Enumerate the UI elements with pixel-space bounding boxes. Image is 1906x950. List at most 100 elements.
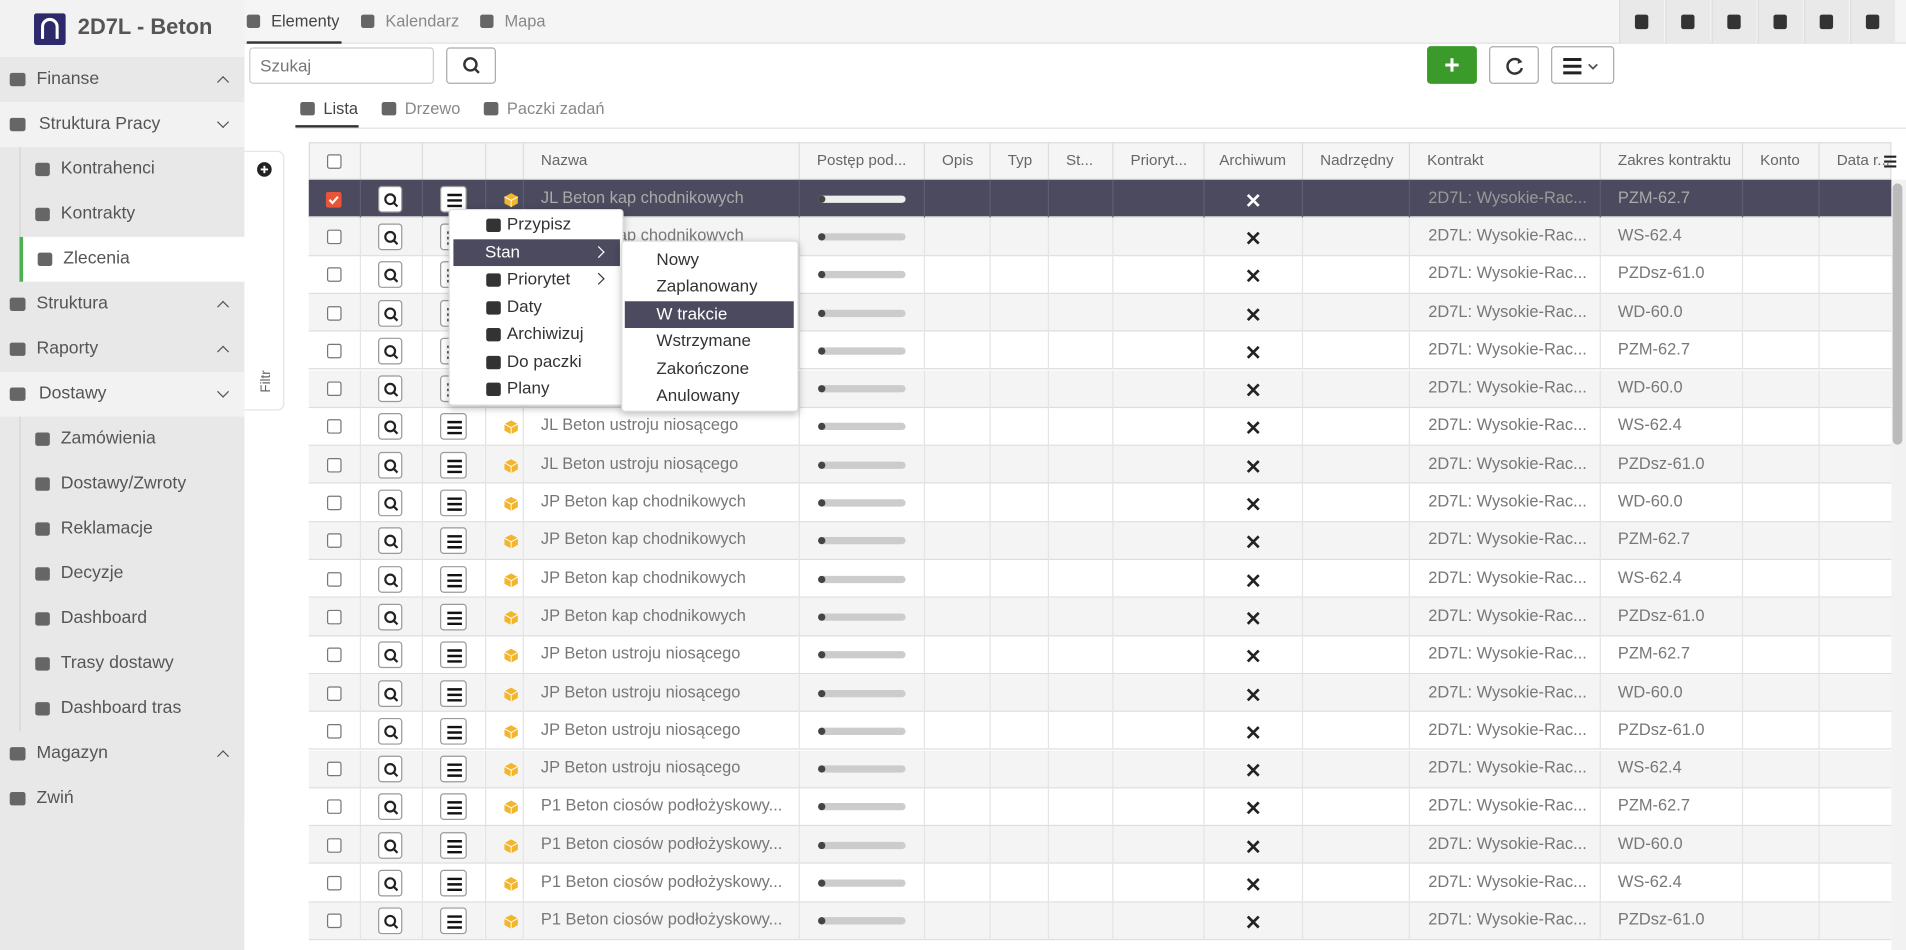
submenu-item[interactable]: Wstrzymane [656,330,751,351]
row-checkbox[interactable] [326,457,342,473]
table-row[interactable] [308,560,1892,599]
scrollbar-thumb[interactable] [1892,183,1903,445]
column-header[interactable]: Zakres kontraktu [1617,151,1732,169]
menu-item[interactable]: Priorytet [506,268,571,288]
menu-item[interactable]: Do paczki [506,350,582,370]
sidebar-subitem[interactable] [19,596,245,642]
row-checkbox[interactable] [326,267,342,283]
menu-item[interactable]: Archiwizuj [506,323,584,343]
add-button[interactable] [1427,46,1477,84]
cell-divider [1599,826,1601,865]
column-header[interactable]: Nazwa [540,151,588,169]
refresh-button[interactable] [1489,46,1539,84]
table-row[interactable] [308,902,1892,941]
row-checkbox[interactable] [326,761,342,777]
column-header[interactable]: Kontrakt [1427,151,1484,169]
row-range: WD-60.0 [1617,492,1683,511]
sidebar-item[interactable] [0,102,245,147]
menu-item[interactable]: Daty [506,295,542,316]
sidebar-subitem[interactable] [19,641,245,687]
submenu-item-active[interactable] [624,301,794,328]
row-checkbox[interactable] [326,609,342,625]
column-header[interactable]: Nadrzędny [1320,151,1394,169]
table-row[interactable] [308,483,1892,522]
top-tab[interactable]: Kalendarz [385,12,460,31]
sidebar-subitem[interactable] [19,416,245,462]
submenu-item[interactable]: Zakończone [656,357,750,378]
row-checkbox[interactable] [326,913,342,929]
menu-item-active[interactable] [453,239,620,267]
search-button[interactable] [446,47,496,84]
sidebar-subitem[interactable] [19,191,245,237]
table-row[interactable] [308,788,1892,827]
sidebar-item[interactable] [0,57,245,103]
table-row[interactable] [308,864,1892,903]
column-header[interactable]: Konto [1760,151,1800,169]
row-checkbox[interactable] [326,381,342,397]
table-row[interactable] [308,598,1892,637]
row-checkbox[interactable] [326,305,342,321]
sidebar-subitem[interactable] [19,146,245,192]
row-checkbox[interactable] [326,533,342,549]
submenu-item[interactable]: W trakcie [656,303,728,323]
top-tab[interactable]: Elementy [271,12,340,31]
table-row[interactable] [308,712,1892,751]
column-header[interactable]: Prioryt... [1130,151,1188,169]
cell-divider [1818,407,1820,446]
table-row[interactable] [308,826,1892,865]
table-row[interactable] [308,521,1892,561]
row-checkbox[interactable] [326,229,342,245]
table-row[interactable] [308,445,1892,484]
row-contract: 2D7L: Wysokie-Rac... [1428,872,1587,891]
cell-divider [1408,636,1411,675]
row-checkbox[interactable] [326,875,342,891]
table-row[interactable] [308,407,1892,446]
options-button[interactable] [1551,46,1615,84]
column-header[interactable]: Opis [942,151,974,169]
row-checkbox[interactable] [326,571,342,587]
filter-panel[interactable] [244,150,285,411]
table-row[interactable] [308,636,1892,675]
row-checkbox[interactable] [326,647,342,663]
submenu-item[interactable]: Nowy [656,249,699,269]
table-row[interactable] [308,750,1892,789]
view-tab[interactable]: Lista [323,99,359,118]
top-tab[interactable]: Mapa [504,12,546,31]
sidebar-subitem[interactable] [19,461,245,507]
search-input[interactable] [249,47,434,84]
sidebar-item[interactable] [0,281,245,327]
sidebar-item[interactable] [0,731,245,777]
view-tab[interactable]: Drzewo [404,99,461,118]
filter-add-icon[interactable] [256,162,272,178]
submenu-item[interactable]: Anulowany [656,385,740,405]
row-menu-button [440,565,467,593]
table-row[interactable] [308,674,1892,713]
row-checkbox[interactable] [326,419,342,435]
archive-icon-svg [1246,269,1260,283]
row-checkbox[interactable] [326,799,342,815]
row-checkbox[interactable] [326,723,342,739]
column-header[interactable]: Data r... [1836,151,1889,169]
row-checkbox[interactable] [326,495,342,511]
sidebar-item[interactable] [0,371,245,417]
header-checkbox[interactable] [326,154,342,169]
sidebar-subitem[interactable] [19,686,245,732]
row-checkbox[interactable] [326,343,342,359]
menu-item[interactable]: Plany [506,377,550,398]
menu-item[interactable]: Stan [485,241,521,261]
menu-item[interactable]: Przypisz [506,213,572,234]
row-checkbox[interactable] [326,685,342,701]
column-header[interactable]: Postęp pod... [816,151,907,169]
column-header[interactable]: St... [1066,151,1094,169]
column-header[interactable]: Archiwum [1219,151,1286,169]
sidebar-item[interactable] [0,776,245,822]
row-checkbox[interactable] [326,837,342,853]
submenu-item[interactable]: Zaplanowany [656,276,758,296]
sidebar-item[interactable] [0,326,245,372]
sidebar-subitem[interactable] [19,551,245,597]
cell-divider [359,521,362,561]
view-tab[interactable]: Paczki zadań [506,99,605,118]
column-header[interactable]: Typ [1007,151,1033,169]
sidebar-subitem[interactable] [19,236,245,282]
sidebar-subitem[interactable] [19,506,245,552]
